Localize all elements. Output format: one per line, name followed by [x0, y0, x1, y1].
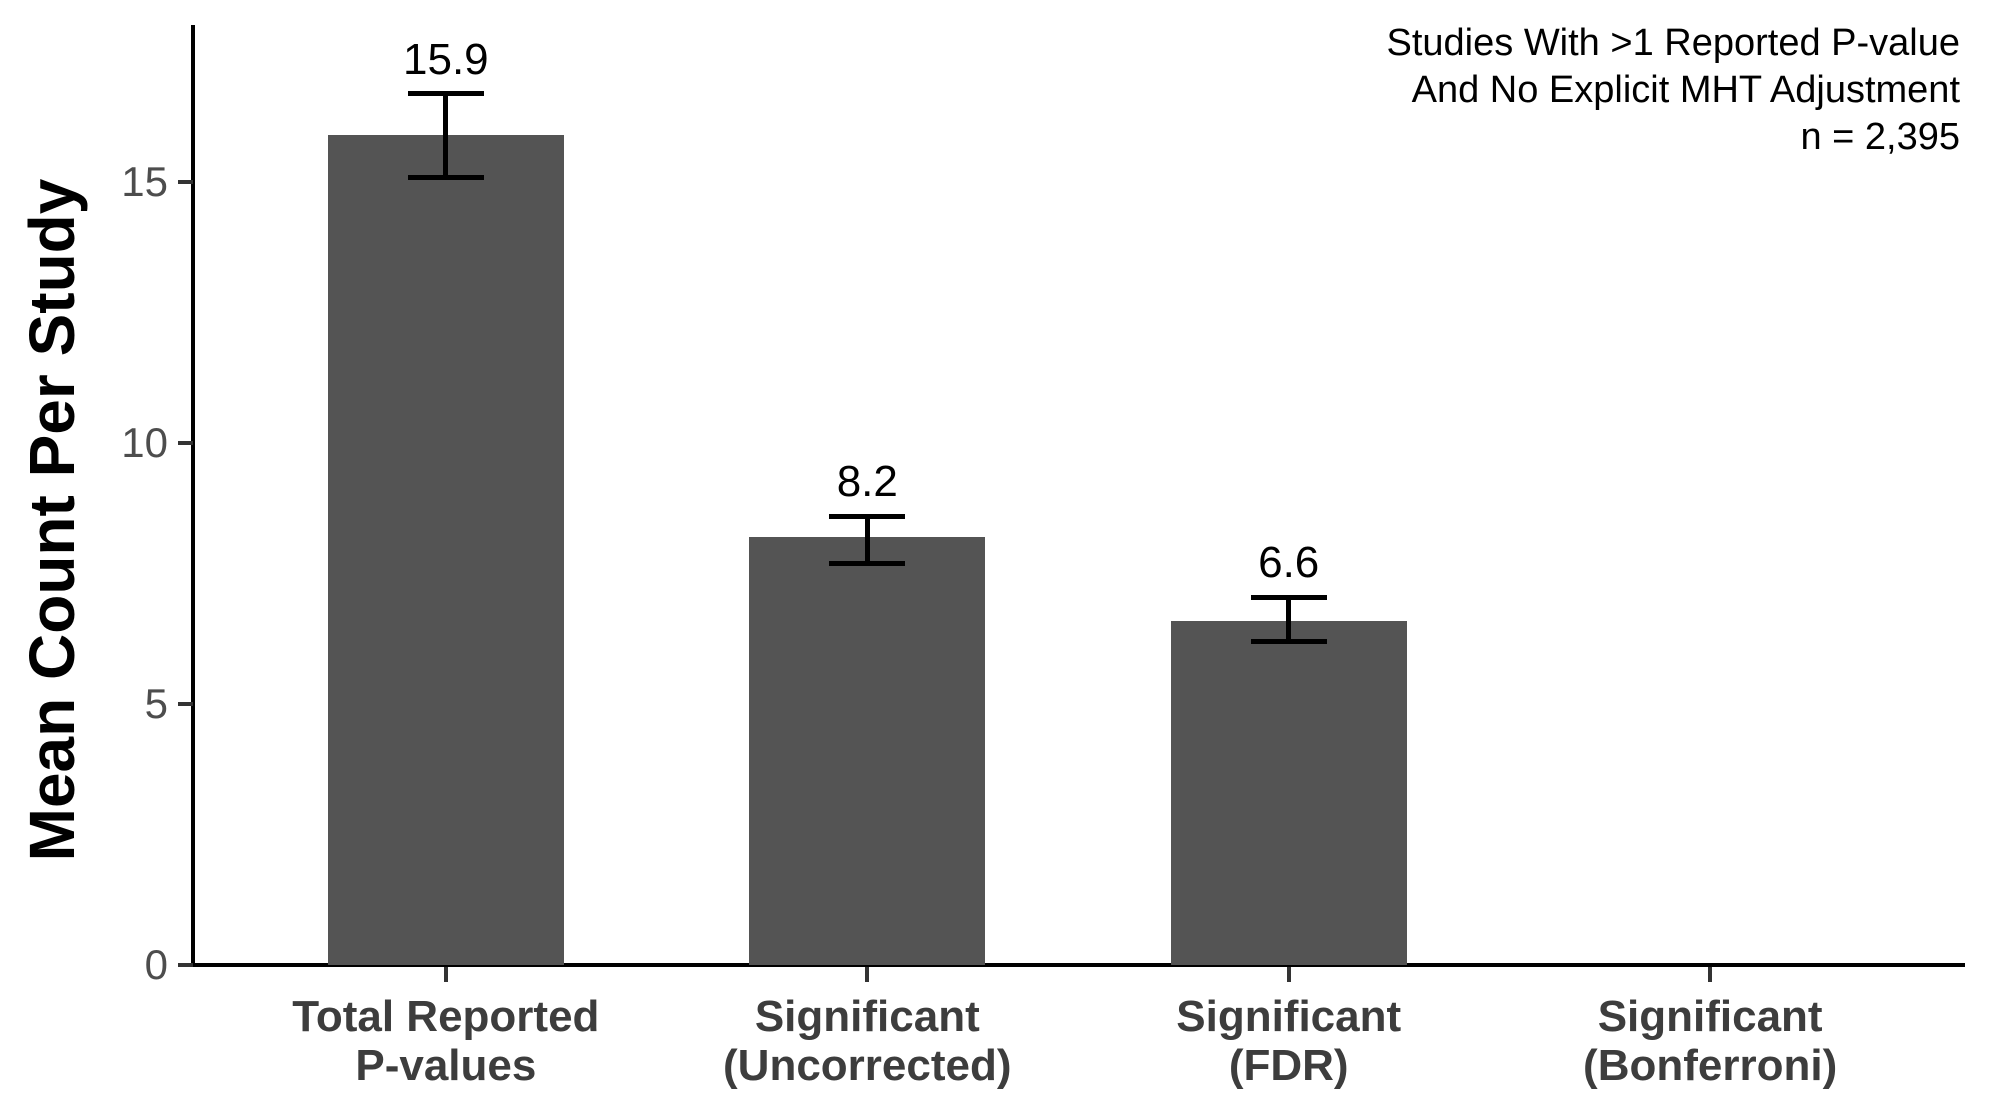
- x-category-label: Significant (FDR): [1176, 992, 1402, 1090]
- x-category-label: Significant (Uncorrected): [723, 992, 1012, 1090]
- x-category-label: Significant (Bonferroni): [1583, 992, 1838, 1090]
- annotation-line-1: Studies With >1 Reported P-value: [1386, 22, 1960, 64]
- error-bar-cap-top: [1250, 594, 1327, 600]
- bar-value-label: 15.9: [403, 34, 489, 84]
- error-bar-stem: [864, 516, 870, 564]
- annotation-line-3: n = 2,395: [1800, 116, 1960, 158]
- x-axis-line: [191, 963, 1965, 967]
- x-tick-mark: [1708, 967, 1713, 982]
- error-bar-stem: [1286, 597, 1292, 642]
- error-bar-cap-bottom: [407, 174, 484, 180]
- y-tick-label: 0: [144, 941, 168, 988]
- y-axis-line: [191, 25, 195, 967]
- error-bar-cap-top: [829, 513, 906, 519]
- x-tick-mark: [443, 967, 448, 982]
- error-bar-cap-bottom: [1250, 639, 1327, 645]
- y-tick-label: 10: [121, 419, 168, 467]
- x-category-label: Total Reported P-values: [292, 992, 600, 1090]
- error-bar-cap-top: [407, 91, 484, 97]
- y-tick-label: 15: [121, 158, 168, 206]
- y-tick-mark: [178, 180, 193, 185]
- y-tick-mark: [178, 702, 193, 707]
- bar-value-label: 8.2: [836, 457, 898, 507]
- chart-annotation: Studies With >1 Reported P-value And No …: [1387, 20, 1960, 161]
- error-bar-cap-bottom: [829, 560, 906, 566]
- annotation-line-2: And No Explicit MHT Adjustment: [1411, 69, 1960, 111]
- bar: [1170, 620, 1407, 965]
- x-tick-mark: [865, 967, 870, 982]
- bar: [327, 135, 564, 965]
- x-tick-mark: [1286, 967, 1291, 982]
- y-tick-label: 5: [144, 680, 168, 728]
- y-tick-mark: [178, 963, 193, 967]
- error-bar-stem: [443, 93, 449, 178]
- bar: [749, 537, 986, 965]
- y-tick-mark: [178, 441, 193, 446]
- bar-value-label: 6.6: [1258, 538, 1320, 588]
